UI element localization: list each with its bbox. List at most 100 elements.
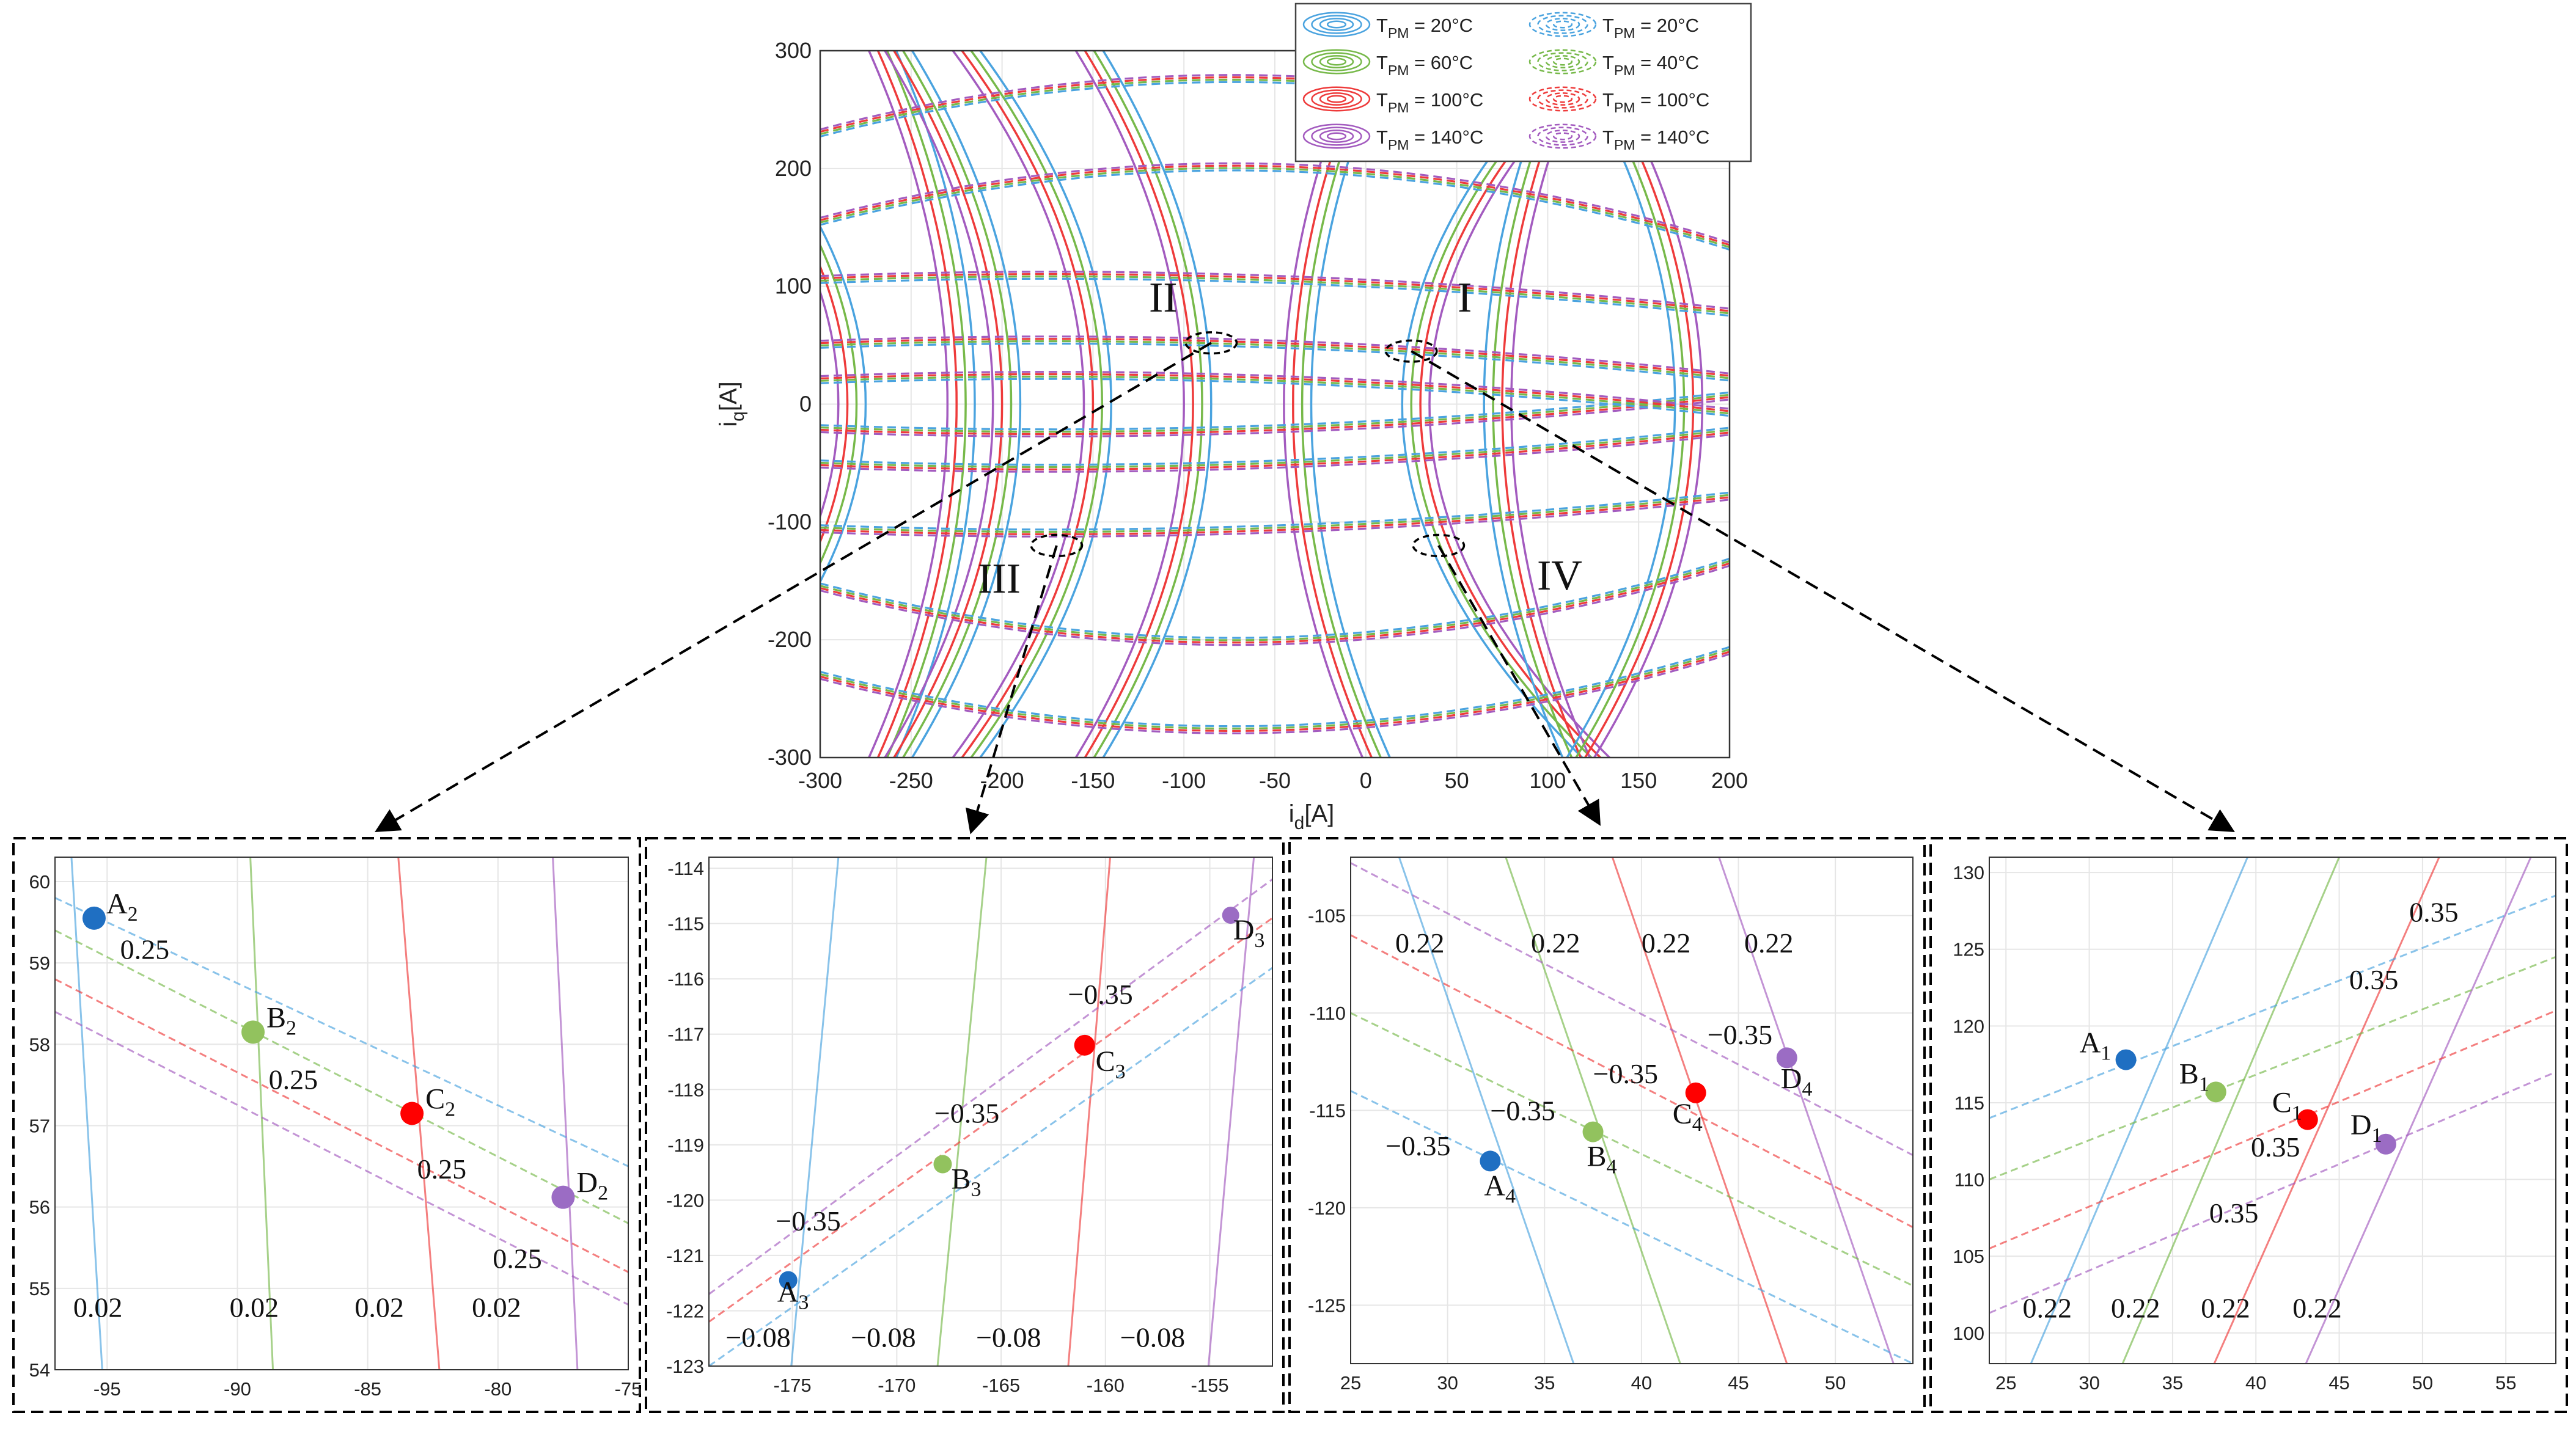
zoom-box-frame (645, 837, 1285, 1413)
operating-point-c2 (400, 1102, 424, 1125)
zoom-x-tick-label: -165 (982, 1375, 1020, 1396)
dashed-curve-purple (820, 335, 1730, 375)
zoom-x-tick-label: -90 (224, 1378, 251, 1400)
dashed-curve-blue (820, 391, 1730, 431)
operating-point-b3 (933, 1155, 952, 1174)
solid-curve-red (961, 51, 1095, 758)
dashed-curve-purple (820, 162, 1730, 244)
solid-curve-purple (820, 288, 840, 520)
zoom-y-tick-label: -110 (1309, 1003, 1346, 1024)
dashed-curve-red (820, 273, 1730, 312)
legend-contour-icon (1326, 57, 1347, 66)
legend-contour-icon (1319, 92, 1354, 106)
zoom-y-tick-label: 100 (1953, 1323, 1984, 1344)
contour-value-label: 0.35 (2349, 964, 2399, 995)
zoom-solid-line-purple (552, 857, 579, 1370)
zoom-solid-line-blue (790, 857, 840, 1366)
solid-curve-purple (1510, 51, 1591, 758)
region-label-iii: III (978, 555, 1021, 602)
legend-contour-icon (1552, 57, 1573, 66)
zoom-x-tick-label: -175 (774, 1375, 812, 1396)
point-label: C3 (1096, 1045, 1126, 1083)
contour-value-label: −0.35 (1385, 1130, 1450, 1161)
dashed-curve-green (820, 167, 1730, 249)
zoom-y-tick-label: 59 (29, 952, 50, 974)
zoom-dashed-line-purple (1351, 862, 1913, 1157)
region-ellipse-iv (1412, 533, 1466, 558)
zoom-panel-region-iii: -175 -170 -165 -160 -155 -114 -115 -116 -117 -118… (645, 837, 1285, 1413)
dashed-curve-blue (820, 169, 1730, 251)
zoom-lines (1351, 857, 1913, 1364)
contour-value-label: 0.22 (2023, 1293, 2072, 1324)
zoom-panel-region-i: 25 30 35 40 45 50 55 100 105 110 115 120 125 130 0.35 0… (1929, 837, 2568, 1413)
dashed-curve-purple (820, 565, 1730, 646)
zoom-plot-frame (1989, 857, 2556, 1364)
dashed-curve-red (820, 76, 1730, 158)
legend-swatch-purple-solid (1302, 123, 1371, 149)
region-label-iv: IV (1537, 552, 1582, 599)
dashed-curve-red (820, 562, 1730, 644)
contour-value-label: 0.25 (493, 1243, 542, 1274)
zoom-x-tick-label: 45 (1728, 1372, 1749, 1394)
operating-point-d2 (551, 1185, 575, 1209)
operating-point-b1 (2205, 1081, 2226, 1103)
y-tick-label: 200 (775, 156, 812, 181)
dashed-curve-green (820, 648, 1730, 730)
dashed-curve-green (820, 340, 1730, 379)
legend-swatch-blue-dashed (1528, 12, 1597, 37)
arrow-iv-to-zoom (1437, 544, 1601, 826)
legend-swatch-green-dashed (1528, 49, 1597, 75)
zoom-y-tick-label: 110 (1954, 1169, 1984, 1191)
zoom-x-tick-label: 30 (1437, 1372, 1458, 1394)
solid-curve-blue (911, 51, 1022, 758)
dashed-curve-purple (820, 398, 1730, 437)
contour-value-label: 0.22 (2111, 1293, 2160, 1324)
solid-curve-red (893, 51, 1004, 758)
zoom-y-tick-label: 57 (29, 1115, 50, 1136)
arrow-i-to-zoom (1411, 349, 2235, 833)
zoom-lines (709, 857, 1272, 1366)
y-tick-label: 0 (799, 392, 812, 417)
main-frame (819, 49, 1731, 759)
contour-value-label: 0.22 (1642, 927, 1691, 959)
operating-point-c4 (1685, 1082, 1706, 1103)
legend-contour-icon (1552, 20, 1573, 29)
dashed-curve-blue (820, 646, 1730, 728)
contour-value-label: 0.25 (269, 1064, 318, 1095)
contour-value-label: −0.08 (725, 1321, 790, 1353)
zoom-x-tick-label: 50 (2412, 1372, 2433, 1394)
zoom-y-tick-label: -105 (1308, 905, 1346, 927)
operating-point-d4 (1776, 1047, 1797, 1069)
zoom-y-tick-label: 54 (29, 1359, 50, 1381)
region-ellipse-iii (1030, 533, 1084, 558)
zoom-y-tick-label: -120 (666, 1190, 704, 1211)
point-label: C2 (425, 1083, 455, 1121)
dashed-curve-green (820, 375, 1730, 415)
region-ellipse-ii (1184, 331, 1238, 355)
zoom-solid-line-red (397, 857, 441, 1370)
arrow-iii-to-zoom (965, 545, 1058, 835)
legend-contour-icon (1528, 49, 1597, 75)
legend-contour-icon (1537, 89, 1588, 109)
zoom-x-tick-label: 50 (1825, 1372, 1846, 1394)
legend-contour-icon (1302, 86, 1371, 112)
legend-contour-icon (1311, 89, 1362, 109)
region-label-i: I (1458, 274, 1472, 321)
zoom-solid-line-purple (1207, 857, 1255, 1366)
x-tick-label: -250 (889, 768, 933, 793)
solid-curve-blue (1102, 51, 1213, 758)
zoom-x-tick-label: -75 (615, 1378, 642, 1400)
y-tick-label: -100 (768, 509, 812, 534)
legend-contour-icon (1545, 92, 1580, 106)
zoom-dashed-line-blue (1989, 894, 2556, 1119)
legend-contour-icon (1545, 55, 1580, 68)
x-tick-label: -150 (1071, 768, 1115, 793)
contour-value-label: 0.02 (73, 1292, 123, 1323)
dashed-curve-green (820, 275, 1730, 315)
y-tick-label: -200 (768, 627, 812, 652)
zoom-x-tick-label: 25 (1340, 1372, 1361, 1394)
zoom-y-tick-label: 56 (29, 1197, 50, 1218)
operating-point-b2 (241, 1020, 265, 1044)
dashed-curve-blue (820, 378, 1730, 417)
